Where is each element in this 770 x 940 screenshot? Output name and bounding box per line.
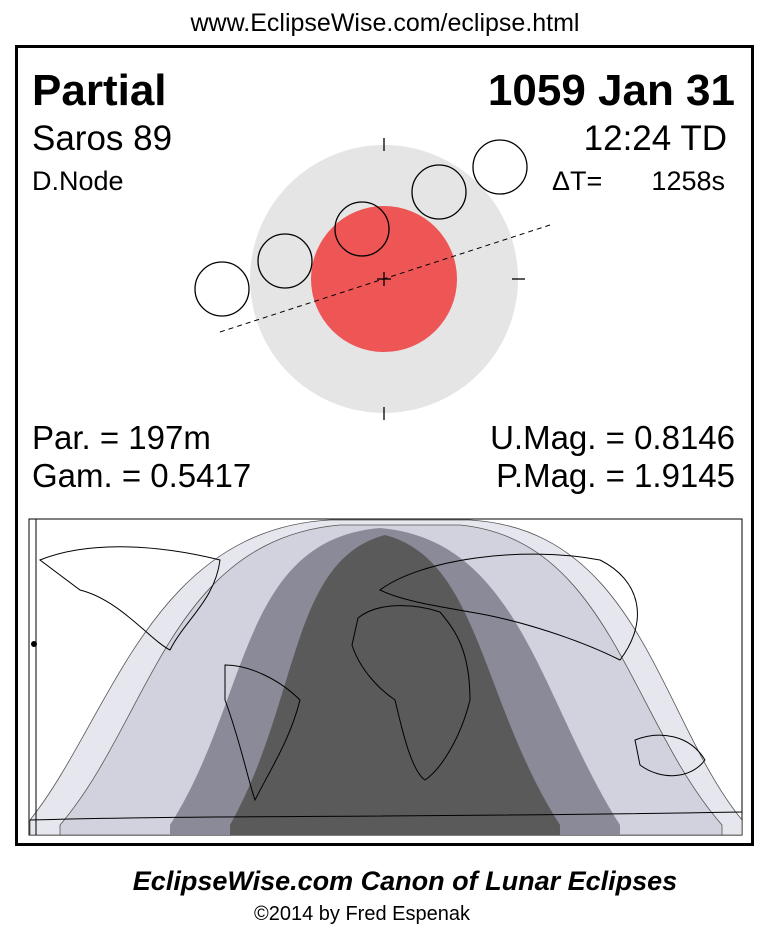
moon [334,201,390,257]
umbral-zone [230,535,560,835]
eclipse-type: Partial [32,66,167,115]
saros: Saros 89 [32,119,172,158]
copyright: ©2014 by Fred Espenak [254,903,471,925]
ticks [377,138,525,420]
moon [257,233,313,289]
time: 12:24 TD [584,119,727,158]
australia [634,734,706,777]
footer-title: EclipseWise.com Canon of Lunar Eclipses [133,866,677,896]
moon-positions [194,139,528,317]
south-america [224,664,301,802]
duration: Par. = 197m [32,419,211,456]
delta-t-label: ΔT= [552,166,602,196]
url: www.EclipseWise.com/eclipse.html [190,9,580,37]
eclipse-date: 1059 Jan 31 [488,66,735,115]
shadow-diagram [194,138,551,420]
frame [15,45,754,846]
visibility-map [28,518,743,836]
africa [351,605,471,781]
north-america [38,546,221,651]
node: D.Node [32,166,124,196]
moon [472,139,528,195]
eurasia [379,553,638,661]
antarctica [29,811,742,821]
moon [411,164,467,220]
delta-t-value: 1258s [651,166,725,196]
gamma: Gam. = 0.5417 [32,457,251,494]
penumbral-magnitude: P.Mag. = 1.9145 [496,457,735,494]
coastlines [29,546,742,821]
moon [194,261,250,317]
map-marker [31,641,37,647]
umbral-magnitude: U.Mag. = 0.8146 [490,419,735,456]
